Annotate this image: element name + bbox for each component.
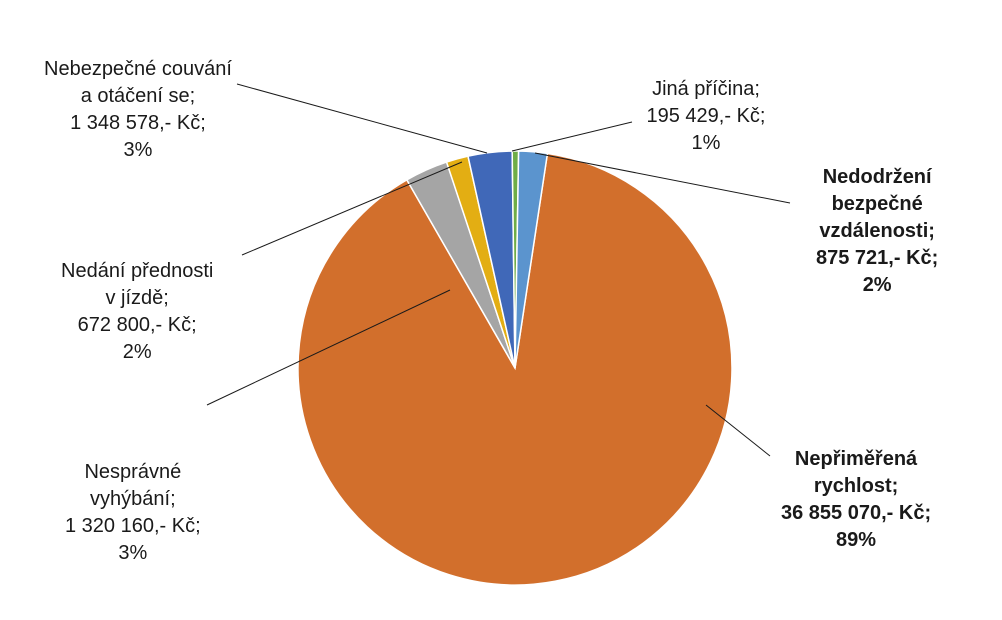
data-label-line: Nesprávné: [84, 461, 182, 483]
data-label-line: vzdálenosti;: [819, 219, 935, 242]
pie-slice-0: [297, 152, 733, 586]
data-label-line: rychlost;: [813, 475, 899, 497]
data-label-line: bezpečné: [831, 192, 923, 215]
data-label-line: 2%: [862, 273, 892, 296]
pie-slice-5: [514, 150, 549, 369]
leader-line-4: [511, 121, 633, 152]
data-label-line: 1 320 160,- Kč;: [65, 515, 201, 537]
data-label-line: 3%: [118, 542, 148, 564]
data-label-0: Nepřiměřená rychlost; 36 855 070,- Kč; 89%: [781, 446, 931, 554]
data-label-line: vyhýbání;: [90, 488, 176, 510]
data-label-line: 36 855 070,- Kč;: [781, 502, 932, 524]
data-label-line: a otáčení se;: [80, 85, 196, 107]
data-label-3: Nebezpečné couvání a otáčení se; 1 348 578…: [44, 56, 232, 164]
data-label-line: Jiná příčina;: [652, 77, 760, 100]
data-label-line: 3%: [123, 139, 153, 161]
leader-line-0: [705, 404, 771, 457]
data-label-2: Nedání přednosti v jízdě; 672 800,- Kč; 2%: [61, 258, 213, 366]
leader-line-5: [534, 152, 791, 204]
data-label-line: 1%: [691, 131, 721, 154]
data-label-1: Nesprávné vyhýbání; 1 320 160,- Kč; 3%: [65, 459, 201, 567]
leader-line-2: [241, 161, 463, 256]
data-label-line: 195 429,- Kč;: [646, 104, 766, 127]
data-label-line: 89%: [836, 529, 877, 551]
data-label-line: Nepřiměřená: [794, 448, 918, 470]
data-label-5: Nedodržení bezpečné vzdálenosti; 875 721,- …: [816, 164, 938, 299]
data-label-line: Nedání přednosti: [61, 260, 214, 282]
leader-line-1: [206, 289, 451, 406]
data-label-line: 672 800,- Kč;: [77, 314, 197, 336]
data-label-line: Nedodržení: [822, 165, 932, 188]
data-label-line: Nebezpečné couvání: [44, 58, 232, 80]
data-label-line: 2%: [122, 341, 152, 363]
data-label-line: 875 721,- Kč;: [816, 246, 939, 269]
data-label-4: Jiná příčina; 195 429,- Kč; 1%: [647, 76, 766, 157]
data-label-line: 1 348 578,- Kč;: [70, 112, 206, 134]
data-label-line: v jízdě;: [105, 287, 169, 309]
leader-line-3: [236, 83, 488, 154]
